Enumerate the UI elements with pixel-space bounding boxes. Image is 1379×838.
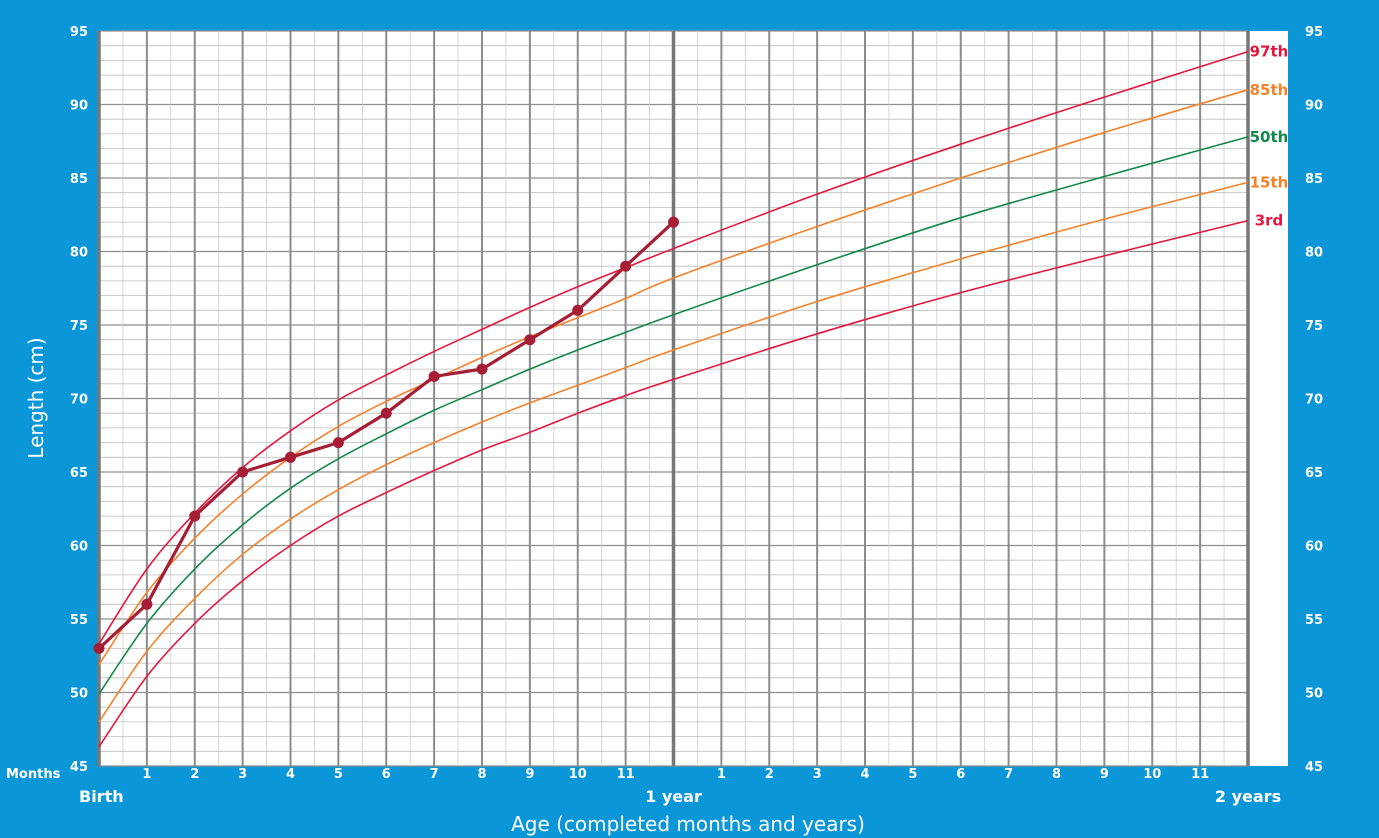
y-tick-label-left: 95 <box>70 25 88 40</box>
measurement-point <box>141 598 153 610</box>
percentile-label-97th: 97th <box>1250 43 1289 61</box>
y-tick-label-left: 80 <box>70 246 88 261</box>
x-month-tick-label: 9 <box>1100 767 1109 782</box>
y-tick-label-left: 50 <box>70 687 88 702</box>
percentile-curve-85th <box>98 89 1249 666</box>
x-month-tick-label: 4 <box>286 767 295 782</box>
y-axis-ticks: 45 45 50 50 55 55 60 60 65 65 70 70 75 75 80 80 85 85 90 90… <box>70 25 1323 775</box>
y-tick-label-right: 95 <box>1305 25 1323 40</box>
percentile-curve-15th <box>98 181 1249 723</box>
y-tick-label-left: 60 <box>70 540 88 555</box>
percentile-curve-3rd <box>98 219 1249 748</box>
x-month-tick-label: 9 <box>525 767 534 782</box>
y-tick-label-right: 45 <box>1305 760 1323 775</box>
x-month-tick-label: 6 <box>956 767 965 782</box>
y-tick-label-right: 60 <box>1305 540 1323 555</box>
x-month-tick-label: 5 <box>334 767 343 782</box>
measurement-point <box>668 216 679 228</box>
months-label: Months <box>6 767 61 782</box>
measurement-point <box>620 260 632 272</box>
measurement-point <box>380 407 392 419</box>
y-tick-label-left: 65 <box>70 466 88 481</box>
measurement-series <box>93 216 679 654</box>
x-month-tick-label: 10 <box>1143 767 1161 782</box>
percentile-label-3rd: 3rd <box>1255 212 1284 230</box>
x-month-tick-label: 6 <box>382 767 391 782</box>
x-month-tick-label: 8 <box>477 767 486 782</box>
y-tick-label-right: 50 <box>1305 687 1323 702</box>
x-month-tick-label: 2 <box>190 767 199 782</box>
measurement-point <box>572 304 584 316</box>
y-axis-title: Length (cm) <box>24 337 48 458</box>
measurement-point <box>476 363 488 375</box>
y-tick-label-left: 45 <box>70 760 88 775</box>
y-tick-label-left: 75 <box>70 319 88 334</box>
y-tick-label-right: 85 <box>1305 172 1323 187</box>
percentile-label-85th: 85th <box>1250 81 1289 99</box>
x-axis-title: Age (completed months and years) <box>511 812 865 836</box>
measurement-point <box>524 334 536 346</box>
x-milestone-label: 2 years <box>1215 787 1281 806</box>
y-tick-label-right: 55 <box>1305 613 1323 628</box>
measurement-point <box>237 466 249 478</box>
percentile-label-15th: 15th <box>1250 173 1289 191</box>
percentile-curve-97th <box>98 50 1249 645</box>
x-month-tick-label: 10 <box>569 767 587 782</box>
y-tick-label-right: 75 <box>1305 319 1323 334</box>
grid-lines <box>97 30 1250 767</box>
percentile-curve-50th <box>98 136 1249 695</box>
x-month-tick-label: 8 <box>1052 767 1061 782</box>
x-month-tick-label: 3 <box>813 767 822 782</box>
percentile-labels: 97th 85th 50th 15th 3rd <box>1250 43 1289 230</box>
y-tick-label-right: 90 <box>1305 99 1323 114</box>
x-month-tick-label: 7 <box>430 767 439 782</box>
x-month-tick-label: 3 <box>238 767 247 782</box>
percentile-label-50th: 50th <box>1250 128 1289 146</box>
x-milestone-label: Birth <box>79 787 124 806</box>
measurement-point <box>332 437 344 449</box>
y-tick-label-right: 80 <box>1305 246 1323 261</box>
measurement-point <box>93 642 105 654</box>
y-tick-label-right: 70 <box>1305 393 1323 408</box>
y-tick-label-left: 90 <box>70 99 88 114</box>
x-month-tick-label: 4 <box>860 767 869 782</box>
measurement-point <box>285 451 296 463</box>
y-tick-label-left: 70 <box>70 393 88 408</box>
measurement-point <box>428 370 440 382</box>
x-month-tick-label: 11 <box>617 767 635 782</box>
measurement-point <box>189 510 201 522</box>
y-tick-label-left: 55 <box>70 613 88 628</box>
x-month-tick-label: 2 <box>765 767 774 782</box>
x-milestone-label: 1 year <box>645 787 702 806</box>
x-month-tick-label: 5 <box>908 767 917 782</box>
percentile-curves <box>98 50 1249 748</box>
x-month-tick-label: 11 <box>1191 767 1209 782</box>
y-tick-label-right: 65 <box>1305 466 1323 481</box>
x-month-tick-label: 1 <box>142 767 151 782</box>
y-tick-label-left: 85 <box>70 172 88 187</box>
x-month-tick-label: 7 <box>1004 767 1013 782</box>
x-month-tick-label: 1 <box>717 767 726 782</box>
